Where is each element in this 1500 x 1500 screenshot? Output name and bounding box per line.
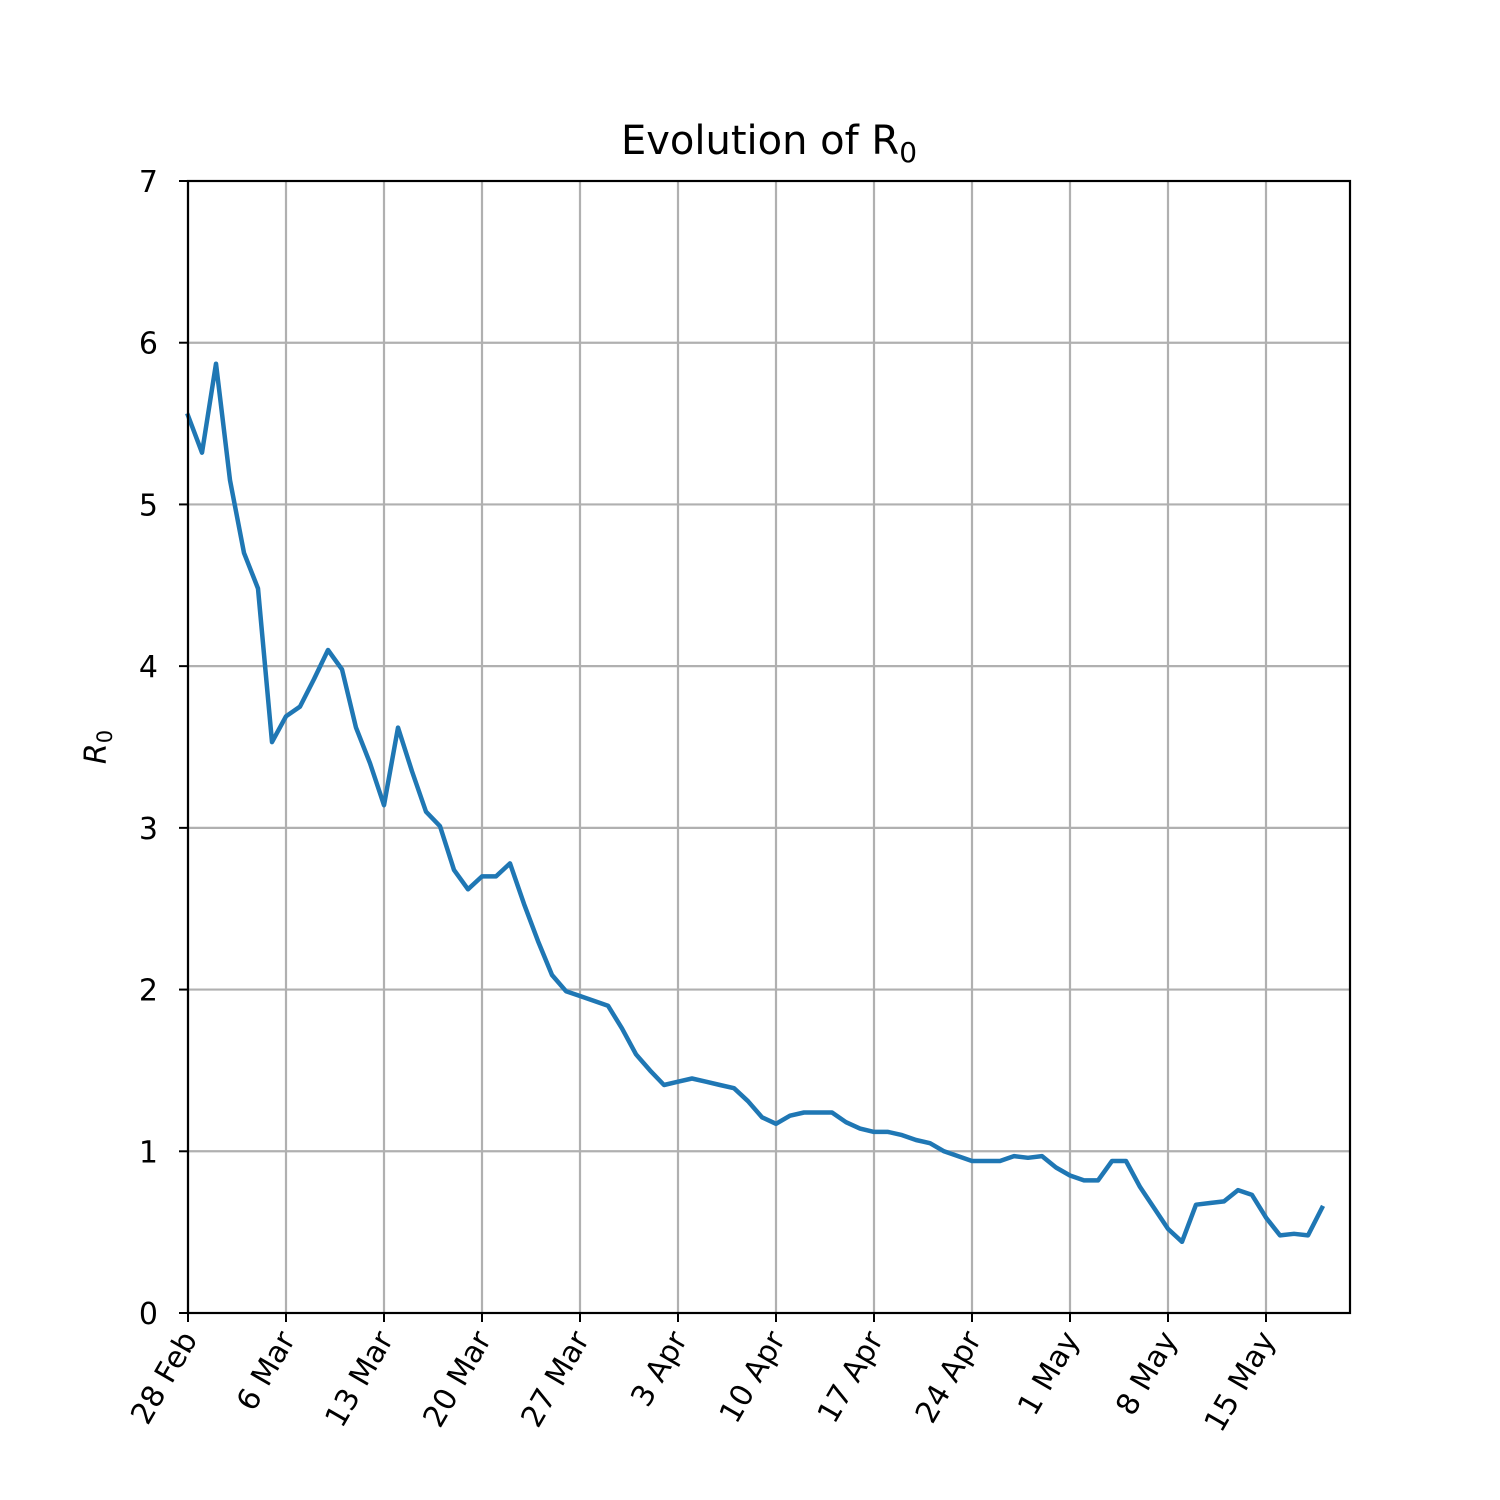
y-tick-label: 0 bbox=[139, 1297, 158, 1332]
y-tick-label: 7 bbox=[139, 165, 158, 200]
chart-title-subscript: 0 bbox=[899, 136, 917, 169]
plot-area-background bbox=[188, 181, 1350, 1313]
y-tick-label: 6 bbox=[139, 327, 158, 362]
series-line-r0 bbox=[185, 361, 1326, 1245]
y-tick-label: 5 bbox=[139, 488, 158, 523]
y-tick-label: 2 bbox=[139, 974, 158, 1009]
y-tick-label: 1 bbox=[139, 1135, 158, 1170]
y-tick-label: 3 bbox=[139, 812, 158, 847]
y-axis-label: R0 bbox=[79, 730, 117, 764]
chart-title: Evolution of R0 bbox=[621, 118, 917, 169]
y-axis-label-subscript: 0 bbox=[93, 730, 117, 743]
y-tick-label: 4 bbox=[139, 650, 158, 685]
chart-title-text: Evolution of R bbox=[621, 118, 899, 164]
y-axis-label-text: R bbox=[79, 743, 114, 764]
plot-frame bbox=[186, 179, 1352, 1315]
